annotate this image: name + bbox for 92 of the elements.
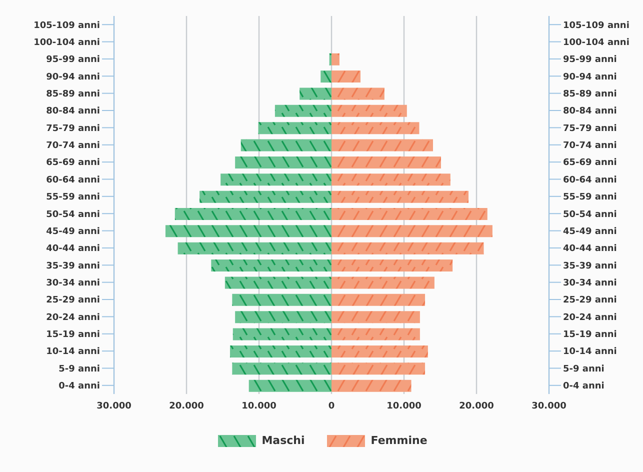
category-label: 55-59 anni: [563, 192, 617, 203]
y-tick-label: 100-104 anni: [34, 38, 100, 48]
bar: [332, 380, 412, 392]
bar: [332, 190, 469, 203]
x-tick-label: 30.000: [96, 401, 132, 412]
legend-label: Maschi: [260, 434, 305, 447]
y-tick-label: 85-89 anni: [46, 90, 100, 100]
bar: [332, 345, 428, 358]
bar: [300, 88, 332, 100]
bar: [332, 242, 484, 254]
y-tick-label: 60-64 anni: [46, 175, 100, 186]
bar: [332, 328, 420, 340]
category-label: 85-89 anni: [563, 90, 617, 100]
y-tick-label: 95-99 anni: [46, 55, 100, 66]
category-label: 65-69 anni: [563, 158, 617, 168]
bar: [220, 174, 332, 186]
bar: [235, 311, 332, 324]
category-label: 95-99 anni: [563, 55, 617, 66]
category-label: 75-79 anni: [563, 124, 617, 134]
bar: [332, 174, 450, 186]
category-label: 15-19 anni: [563, 330, 617, 340]
category-label: 5-9 anni: [563, 364, 604, 374]
bar: [332, 208, 488, 220]
bar: [274, 104, 332, 117]
bar: [332, 156, 441, 168]
bar: [240, 139, 332, 152]
y-tick-label: 35-39 anni: [46, 261, 100, 272]
bar: [332, 311, 420, 324]
y-tick-label: 20-24 anni: [46, 312, 100, 323]
bar: [178, 242, 332, 254]
bar: [332, 294, 426, 306]
y-tick-label: 45-49 anni: [46, 226, 100, 237]
y-tick-label: 80-84 anni: [46, 106, 100, 117]
category-label: 25-29 anni: [563, 296, 617, 306]
bar: [332, 225, 492, 238]
bar: [258, 122, 332, 134]
category-label: 20-24 anni: [563, 312, 617, 323]
bar: [230, 345, 332, 358]
x-tick-label: 20.000: [169, 401, 204, 412]
bar: [174, 208, 332, 220]
x-tick-label: 30.000: [532, 401, 566, 412]
bar: [165, 225, 332, 238]
category-label: 70-74 anni: [563, 141, 617, 152]
y-tick-label: 90-94 anni: [46, 72, 100, 82]
bar: [332, 362, 426, 375]
category-label: 30-34 anni: [563, 278, 617, 289]
bar: [232, 328, 332, 340]
y-tick-label: 55-59 anni: [46, 192, 100, 203]
y-tick-label: 50-54 anni: [46, 210, 100, 220]
bar: [200, 190, 332, 203]
bar: [224, 276, 332, 289]
y-tick-label: 0-4 anni: [58, 382, 100, 392]
y-tick-label: 25-29 anni: [46, 296, 100, 306]
bar: [332, 53, 340, 66]
bar: [332, 276, 434, 289]
category-label: 35-39 anni: [563, 261, 617, 272]
y-tick-label: 75-79 anni: [46, 124, 100, 134]
y-tick-label: 105-109 anni: [34, 20, 100, 31]
category-label: 90-94 anni: [563, 72, 617, 82]
category-label: 105-109 anni: [563, 20, 630, 31]
y-tick-label: 15-19 anni: [46, 330, 100, 340]
legend-label: Femmine: [370, 434, 428, 447]
category-label: 45-49 anni: [563, 226, 617, 237]
bar: [332, 104, 407, 117]
x-tick-label: 10.000: [242, 401, 276, 412]
bar: [320, 70, 332, 83]
y-tick-label: 30-34 anni: [46, 278, 100, 289]
y-tick-label: 40-44 anni: [46, 244, 100, 254]
bar: [332, 139, 433, 152]
bar: [232, 362, 332, 375]
category-label: 40-44 anni: [563, 244, 617, 254]
bar: [248, 380, 332, 392]
bar: [332, 88, 384, 100]
category-label: 60-64 anni: [563, 175, 617, 186]
x-tick-label: 0: [328, 401, 335, 412]
x-tick-label: 10.000: [386, 401, 422, 412]
y-tick-label: 65-69 anni: [46, 158, 100, 168]
bar: [232, 294, 332, 306]
bar: [332, 70, 360, 83]
category-label: 50-54 anni: [563, 210, 617, 220]
bar: [211, 260, 332, 272]
y-tick-label: 10-14 anni: [46, 347, 100, 358]
category-label: 100-104 anni: [563, 38, 630, 48]
y-tick-label: 5-9 anni: [58, 364, 100, 374]
bar: [332, 260, 453, 272]
bar: [235, 156, 332, 168]
category-label: 0-4 anni: [563, 382, 604, 392]
bar: [332, 122, 420, 134]
y-tick-label: 70-74 anni: [46, 141, 100, 152]
category-label: 80-84 anni: [563, 106, 617, 117]
category-label: 10-14 anni: [563, 347, 617, 358]
x-tick-label: 20.000: [459, 401, 494, 412]
